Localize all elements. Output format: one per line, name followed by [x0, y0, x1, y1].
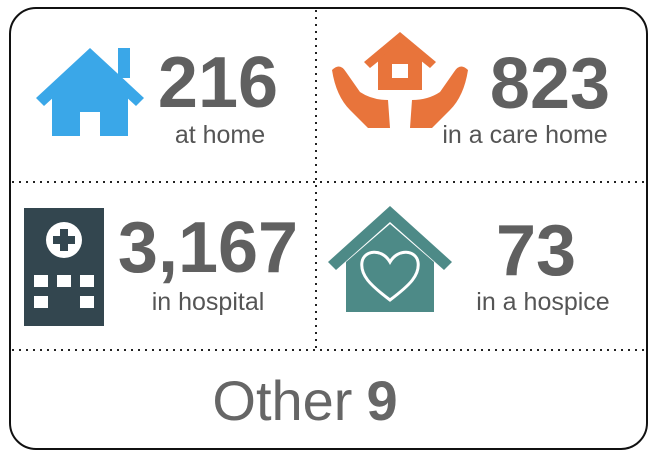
place-label: in hospital	[152, 288, 265, 316]
count: 73	[496, 211, 576, 291]
count: 823	[490, 44, 610, 124]
count: 216	[158, 43, 278, 123]
care-home-icon	[332, 32, 468, 128]
count: 3,167	[118, 208, 298, 288]
dividers	[12, 10, 645, 351]
other-line: Other 9	[212, 369, 397, 432]
place-label: in a care home	[442, 121, 607, 149]
place-label: at home	[175, 121, 265, 149]
other-count: 9	[366, 369, 397, 432]
frame	[9, 7, 648, 450]
other-label: Other	[212, 369, 352, 432]
home-icon	[36, 48, 144, 136]
hospital-icon	[24, 208, 104, 326]
hospice-icon	[328, 206, 452, 312]
place-label: in a hospice	[476, 288, 609, 316]
